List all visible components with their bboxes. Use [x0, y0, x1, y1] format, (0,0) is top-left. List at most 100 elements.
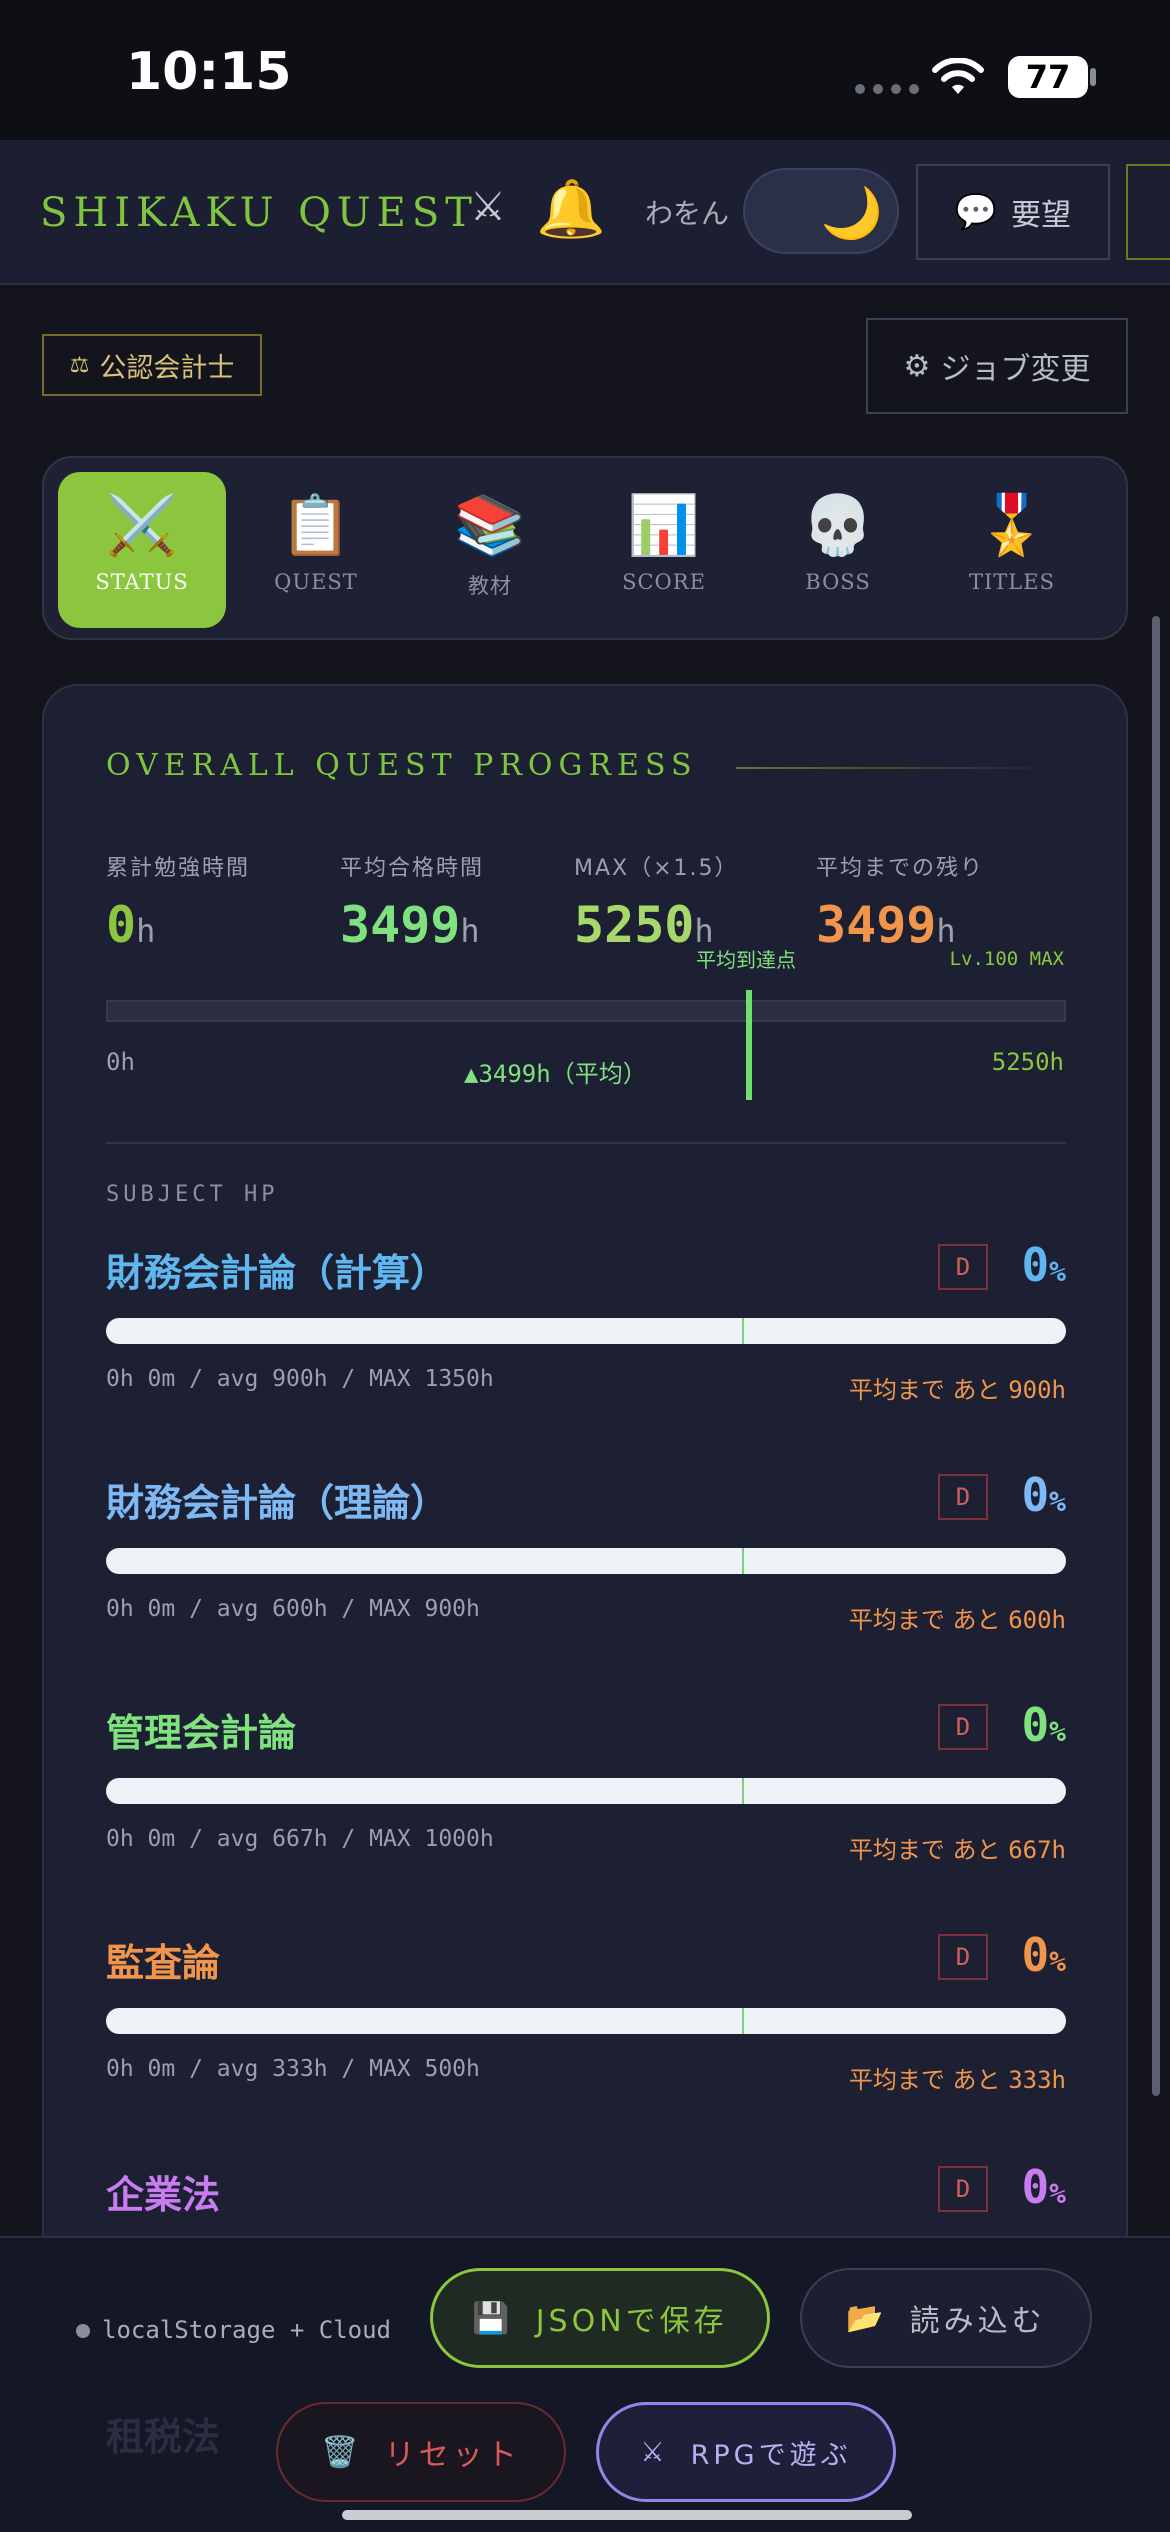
section-title: OVERALL QUEST PROGRESS	[106, 748, 698, 783]
subject-row: 企業法 D 0%	[106, 2160, 1066, 2364]
stat-label: MAX（×1.5）	[574, 856, 739, 881]
subject-meta: 0h 0m / avg 900h / MAX 1350h	[106, 1366, 494, 1392]
request-button[interactable]: 💬 要望	[916, 164, 1110, 260]
folder-icon: 📂	[846, 2300, 888, 2336]
subject-remaining: 平均まで あと 600h	[848, 1606, 1066, 1634]
clock: 10:15	[126, 42, 292, 102]
grade-badge: D	[938, 1704, 988, 1750]
bar-chart-icon: 📊	[627, 491, 701, 559]
stat-label: 平均合格時間	[340, 856, 485, 881]
title-divider	[736, 767, 1056, 769]
request-label: 要望	[1011, 198, 1072, 233]
tab-label: BOSS	[805, 570, 871, 594]
stat-avg-pass: 平均合格時間 3499h	[340, 850, 484, 954]
tab-label: TITLES	[969, 570, 1055, 594]
subject-row: 財務会計論（計算） D 0% 0h 0m / avg 900h / MAX 13…	[106, 1238, 1066, 1442]
stat-max: MAX（×1.5） 5250h	[574, 850, 739, 954]
bar-min-label: 0h	[106, 1048, 135, 1076]
scales-icon: ⚖	[69, 352, 90, 378]
load-button[interactable]: 📂 読み込む	[800, 2268, 1092, 2368]
subject-percent: 0%	[1021, 2160, 1066, 2214]
tab-score[interactable]: 📊 SCORE	[580, 472, 748, 628]
wifi-icon	[932, 58, 984, 94]
job-change-button[interactable]: ⚙ ジョブ変更	[866, 318, 1128, 414]
app-logo[interactable]: SHIKAKU QUEST	[40, 190, 478, 236]
subject-remaining: 平均まで あと 667h	[848, 1836, 1066, 1864]
grade-badge: D	[938, 1244, 988, 1290]
tab-label: STATUS	[95, 570, 189, 594]
app-header: SHIKAKU QUEST ⚔ 🔔 わをん 🌙 💬 要望	[0, 140, 1170, 285]
job-name: 公認会計士	[99, 352, 235, 384]
save-json-button[interactable]: 💾 JSONで保存	[430, 2268, 770, 2368]
tab-label: SCORE	[622, 570, 706, 594]
crossed-swords-icon: ⚔	[470, 184, 506, 230]
tab-bar: ⚔️ STATUS 📋 QUEST 📚 教材 📊 SCORE 💀 BOSS 🎖️…	[42, 456, 1128, 640]
tab-materials[interactable]: 📚 教材	[406, 472, 574, 628]
subject-meta: 0h 0m / avg 333h / MAX 500h	[106, 2056, 480, 2082]
stat-label: 平均までの残り	[816, 856, 985, 881]
subject-hp-heading: SUBJECT HP	[106, 1182, 279, 1207]
subject-hp-bar	[106, 1548, 1066, 1574]
reset-label: リセット	[384, 2438, 521, 2473]
stat-label: 累計勉強時間	[106, 856, 251, 881]
subject-hp-bar	[106, 1778, 1066, 1804]
storage-indicator: localStorage + Cloud	[76, 2316, 391, 2344]
subject-name: 財務会計論（計算）	[106, 1250, 449, 1295]
cellular-signal-icon	[855, 84, 919, 94]
grade-badge: D	[938, 1474, 988, 1520]
action-footer: 租税法 localStorage + Cloud 💾 JSONで保存 📂 読み込…	[0, 2236, 1170, 2532]
subject-name: 財務会計論（理論）	[106, 1480, 449, 1525]
skull-icon: 💀	[801, 491, 875, 559]
average-marker	[742, 1778, 744, 1804]
subject-row: 財務会計論（理論） D 0% 0h 0m / avg 600h / MAX 90…	[106, 1468, 1066, 1672]
stat-value: 3499h	[340, 896, 480, 954]
battery-tip	[1090, 68, 1096, 86]
reset-button[interactable]: 🗑️ リセット	[276, 2402, 566, 2502]
stat-value: 0h	[106, 896, 156, 954]
battery-icon: 77	[1008, 56, 1088, 98]
status-bar: 10:15 77	[0, 0, 1170, 140]
job-change-label: ジョブ変更	[940, 352, 1091, 387]
avg-reach-label: 平均到達点	[696, 948, 796, 972]
subject-remaining: 平均まで あと 333h	[848, 2066, 1066, 2094]
bar-max-label: 5250h	[991, 1048, 1064, 1076]
subject-hp-bar	[106, 2008, 1066, 2034]
overall-progress-bar	[106, 1000, 1066, 1022]
subject-hp-bar	[106, 1318, 1066, 1344]
subject-percent: 0%	[1021, 1698, 1066, 1752]
tab-label: 教材	[468, 574, 512, 598]
dark-mode-toggle[interactable]: 🌙	[743, 168, 899, 254]
subject-name: 企業法	[106, 2172, 221, 2217]
bell-icon[interactable]: 🔔	[536, 177, 606, 242]
subject-row: 監査論 D 0% 0h 0m / avg 333h / MAX 500h 平均ま…	[106, 1928, 1066, 2132]
tab-boss[interactable]: 💀 BOSS	[754, 472, 922, 628]
tab-label: QUEST	[274, 570, 358, 594]
status-dot	[76, 2324, 90, 2338]
header-extra-button[interactable]	[1126, 164, 1170, 260]
grade-badge: D	[938, 1934, 988, 1980]
crossed-swords-icon: ⚔️	[105, 491, 179, 559]
scrollbar[interactable]	[1152, 616, 1160, 2096]
rpg-label: RPGで遊ぶ	[690, 2439, 852, 2471]
language-label: わをん	[645, 197, 730, 230]
ghost-subject-name: 租税法	[106, 2414, 221, 2459]
stat-value: 3499h	[816, 896, 956, 954]
save-label: JSONで保存	[535, 2304, 728, 2339]
average-marker	[742, 1548, 744, 1574]
stat-remaining: 平均までの残り 3499h	[816, 850, 984, 954]
tab-status[interactable]: ⚔️ STATUS	[58, 472, 226, 628]
stat-value: 5250h	[574, 896, 714, 954]
average-marker	[742, 2008, 744, 2034]
play-rpg-button[interactable]: ⚔ RPGで遊ぶ	[596, 2402, 896, 2502]
speech-bubble-icon: 💬	[954, 192, 998, 232]
tab-titles[interactable]: 🎖️ TITLES	[928, 472, 1096, 628]
status-card: OVERALL QUEST PROGRESS 累計勉強時間 0h 平均合格時間 …	[42, 684, 1128, 2532]
floppy-disk-icon: 💾	[472, 2300, 514, 2336]
subject-meta: 0h 0m / avg 667h / MAX 1000h	[106, 1826, 494, 1852]
medal-icon: 🎖️	[975, 491, 1049, 559]
level-max-label: Lv.100 MAX	[949, 948, 1064, 970]
home-indicator	[342, 2510, 912, 2520]
bar-avg-label: ▲3499h（平均）	[464, 1060, 647, 1088]
subject-name: 監査論	[106, 1940, 221, 1985]
tab-quest[interactable]: 📋 QUEST	[232, 472, 400, 628]
